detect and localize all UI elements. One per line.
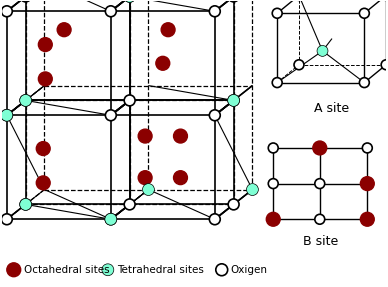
Circle shape <box>2 6 12 17</box>
Circle shape <box>228 0 239 2</box>
Circle shape <box>2 214 12 225</box>
Circle shape <box>124 199 135 210</box>
Circle shape <box>124 0 135 2</box>
Circle shape <box>359 8 369 18</box>
Circle shape <box>156 56 170 70</box>
Circle shape <box>210 110 220 121</box>
Circle shape <box>124 95 135 106</box>
Circle shape <box>315 214 325 224</box>
Circle shape <box>173 129 187 143</box>
Circle shape <box>360 212 374 226</box>
Circle shape <box>20 199 31 210</box>
Circle shape <box>228 94 239 106</box>
Circle shape <box>142 184 154 195</box>
Circle shape <box>38 38 52 51</box>
Circle shape <box>20 199 31 210</box>
Text: B site: B site <box>303 235 338 248</box>
Circle shape <box>268 179 278 189</box>
Circle shape <box>138 171 152 185</box>
Circle shape <box>2 110 12 121</box>
Circle shape <box>57 23 71 37</box>
Circle shape <box>272 78 282 88</box>
Circle shape <box>272 8 282 18</box>
Circle shape <box>20 0 31 2</box>
Circle shape <box>36 176 50 190</box>
Circle shape <box>124 0 135 2</box>
Circle shape <box>105 213 117 225</box>
Circle shape <box>102 264 114 276</box>
Text: Tetrahedral sites: Tetrahedral sites <box>117 265 204 275</box>
Circle shape <box>315 179 325 189</box>
Text: Octahedral sites: Octahedral sites <box>24 265 109 275</box>
Circle shape <box>7 263 21 277</box>
Circle shape <box>20 95 31 106</box>
Circle shape <box>228 95 239 106</box>
Circle shape <box>38 72 52 86</box>
Circle shape <box>138 129 152 143</box>
Circle shape <box>106 214 116 225</box>
Circle shape <box>173 171 187 185</box>
Circle shape <box>266 212 280 226</box>
Circle shape <box>20 94 31 106</box>
Text: Oxigen: Oxigen <box>230 265 268 275</box>
Circle shape <box>360 177 374 191</box>
Circle shape <box>294 60 304 70</box>
Circle shape <box>106 110 116 121</box>
Circle shape <box>359 78 369 88</box>
Circle shape <box>246 184 258 195</box>
Circle shape <box>106 6 116 17</box>
Circle shape <box>210 214 220 225</box>
Circle shape <box>161 23 175 37</box>
Circle shape <box>1 109 13 121</box>
Circle shape <box>210 6 220 17</box>
Circle shape <box>36 141 50 156</box>
Circle shape <box>268 143 278 153</box>
Circle shape <box>216 264 228 276</box>
Circle shape <box>228 199 239 210</box>
Circle shape <box>313 141 327 155</box>
Text: A site: A site <box>314 102 349 115</box>
Circle shape <box>381 60 388 70</box>
Circle shape <box>362 143 372 153</box>
Circle shape <box>317 45 328 56</box>
